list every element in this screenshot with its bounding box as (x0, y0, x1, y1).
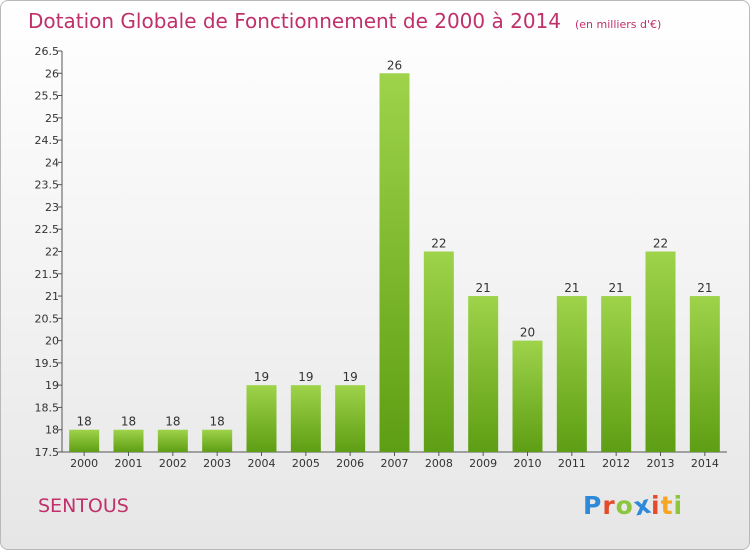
bar-value-label: 21 (564, 281, 579, 295)
logo-letter: o (615, 491, 634, 520)
bar-2013 (645, 251, 676, 452)
y-tick-label: 19.5 (35, 357, 60, 370)
y-tick-label: 24 (45, 156, 59, 169)
y-tick-label: 22 (45, 246, 59, 259)
bar-value-label: 19 (254, 370, 269, 384)
y-tick-label: 18.5 (35, 401, 60, 414)
x-tick-label: 2011 (558, 457, 586, 470)
logo-letter: i (651, 491, 661, 520)
y-tick-label: 24.5 (35, 134, 60, 147)
logo-letter: t (660, 491, 674, 520)
bar-value-label: 26 (387, 58, 402, 72)
bar-value-label: 22 (653, 237, 668, 251)
x-tick-label: 2004 (248, 457, 276, 470)
bar-value-label: 19 (298, 370, 313, 384)
y-tick-label: 23.5 (35, 179, 60, 192)
bar-value-label: 18 (210, 415, 225, 429)
proxiti-logo: Proxiti (583, 490, 684, 522)
x-tick-label: 2010 (514, 457, 542, 470)
bar-2005 (290, 385, 321, 452)
x-tick-label: 2009 (469, 457, 497, 470)
x-tick-label: 2006 (336, 457, 364, 470)
logo-letter: P (583, 491, 603, 520)
logo-letter: r (602, 491, 616, 520)
chart-subtitle: (en milliers d'€) (575, 18, 662, 31)
bar-2000 (69, 429, 100, 452)
bar-2008 (423, 251, 454, 452)
bar-2004 (246, 385, 277, 452)
x-tick-label: 2000 (70, 457, 98, 470)
bar-value-label: 22 (431, 237, 446, 251)
bar-value-label: 18 (121, 415, 136, 429)
y-tick-label: 25 (45, 112, 59, 125)
bar-2010 (512, 340, 543, 452)
bar-value-label: 21 (476, 281, 491, 295)
x-tick-label: 2001 (115, 457, 143, 470)
chart-axes: 17.5 18 18.5 19 19.5 20 20.5 21 21.5 22 22.5 23 23.5… (35, 45, 727, 459)
chart-labels: 2000 18 2001 18 2002 18 2003 18 2004 19 2005 19 2006… (70, 58, 719, 470)
y-tick-label: 21 (45, 290, 59, 303)
y-tick-label: 19 (45, 379, 59, 392)
x-tick-label: 2007 (381, 457, 409, 470)
y-tick-label: 22.5 (35, 223, 60, 236)
bar-value-label: 20 (520, 326, 535, 340)
bar-2003 (202, 429, 233, 452)
bar-2007 (379, 73, 410, 453)
logo-letter: i (673, 491, 684, 520)
bar-value-label: 18 (77, 415, 92, 429)
x-tick-label: 2013 (647, 457, 675, 470)
bar-2001 (113, 429, 144, 452)
x-tick-label: 2014 (691, 457, 719, 470)
y-tick-label: 17.5 (35, 446, 60, 459)
bar-2002 (157, 429, 188, 452)
y-tick-label: 25.5 (35, 90, 60, 103)
bar-value-label: 19 (343, 370, 358, 384)
x-tick-label: 2003 (203, 457, 231, 470)
bar-value-label: 18 (165, 415, 180, 429)
y-tick-label: 26.5 (35, 45, 60, 58)
bar-2009 (468, 296, 499, 452)
y-tick-label: 20 (45, 335, 59, 348)
bar-value-label: 21 (697, 281, 712, 295)
y-tick-label: 18 (45, 424, 59, 437)
bar-2014 (689, 296, 720, 452)
chart-title: Dotation Globale de Fonctionnement de 20… (28, 9, 661, 33)
bar-2011 (556, 296, 587, 452)
y-tick-label: 23 (45, 201, 59, 214)
y-tick-label: 20.5 (35, 312, 60, 325)
y-tick-label: 21.5 (35, 268, 60, 281)
bar-2012 (601, 296, 632, 452)
bar-value-label: 21 (609, 281, 624, 295)
chart-title-main: Dotation Globale de Fonctionnement de 20… (28, 9, 561, 33)
x-tick-label: 2012 (602, 457, 630, 470)
chart-bars (69, 73, 720, 453)
commune-name: SENTOUS (38, 495, 129, 517)
y-tick-label: 26 (45, 67, 59, 80)
x-tick-label: 2002 (159, 457, 187, 470)
x-tick-label: 2005 (292, 457, 320, 470)
x-tick-label: 2008 (425, 457, 453, 470)
bar-2006 (335, 385, 366, 452)
